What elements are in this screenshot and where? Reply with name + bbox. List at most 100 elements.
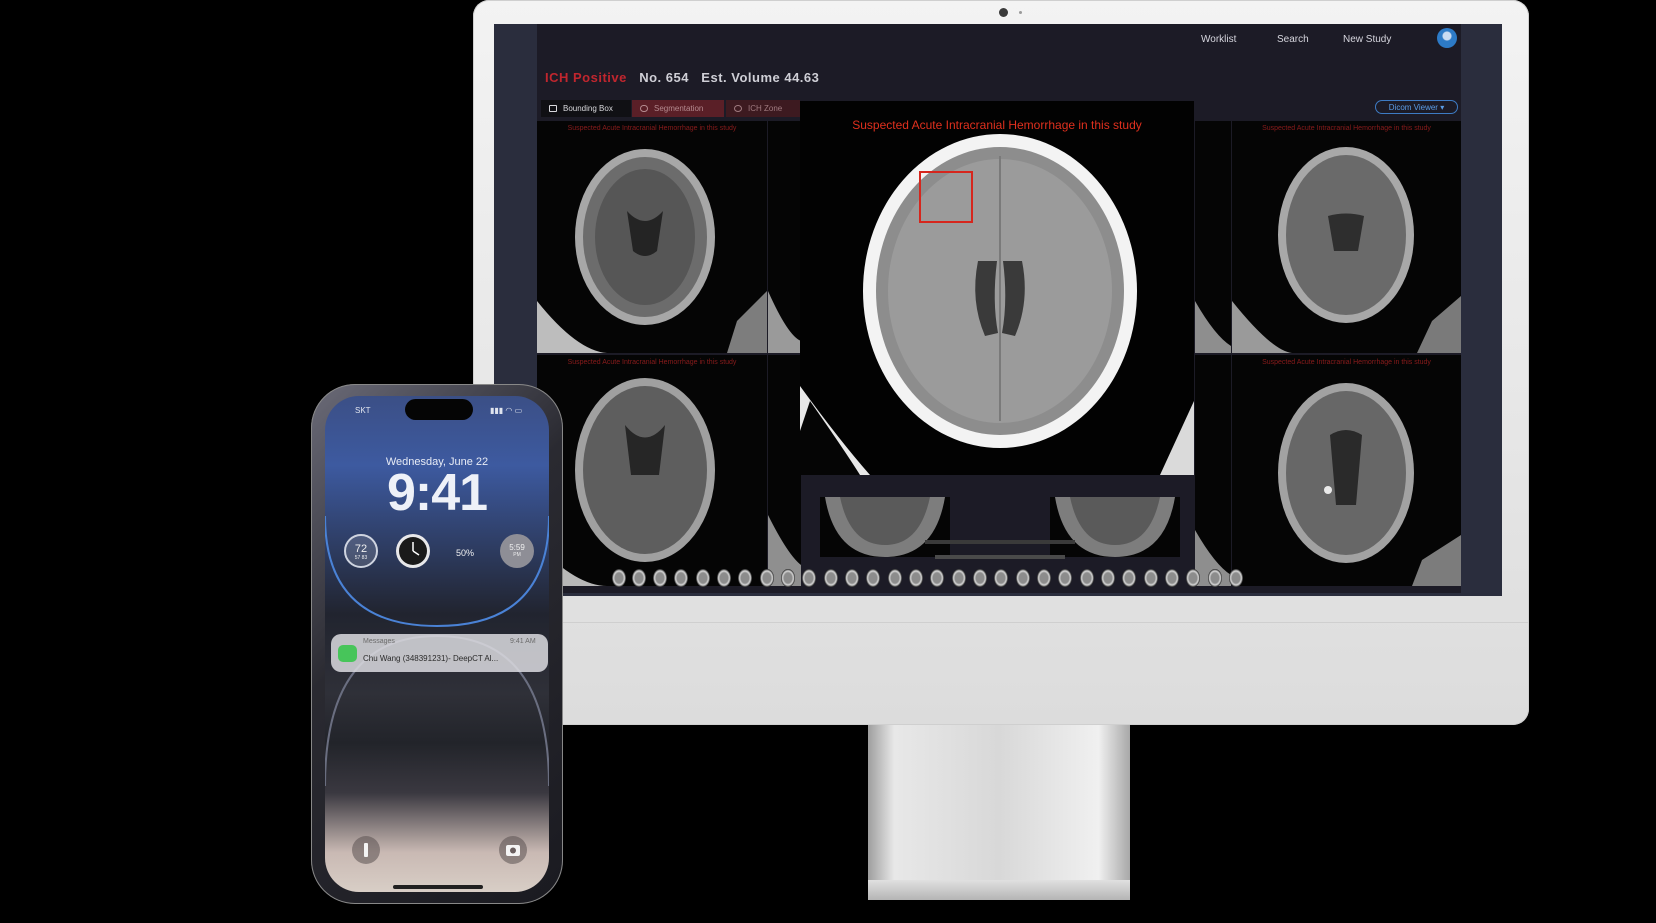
thumbnail[interactable] [866,569,880,587]
ct-slice-image [1195,530,1231,586]
thumbnail-strip[interactable] [612,569,1262,591]
viewer-toolbar[interactable] [935,555,1065,559]
study-heading: ICH Positive No. 654 Est. Volume 44.63 [545,70,819,85]
camera-icon [999,8,1008,17]
thumbnail[interactable] [612,569,626,587]
thumbnail[interactable] [674,569,688,587]
camera-button[interactable] [499,836,527,864]
ct-panel-7[interactable] [768,355,801,586]
ct-slice-image [1278,383,1461,586]
thumbnail[interactable] [1165,569,1179,587]
ct-panel-9[interactable] [1195,355,1231,586]
thumbnail[interactable] [1080,569,1094,587]
ct-slice-image [1055,497,1175,557]
ct-slice-image [768,515,801,586]
ct-panel-6[interactable]: Suspected Acute Intracranial Hemorrhage … [537,355,767,586]
tab-label: Bounding Box [563,104,613,113]
thumbnail[interactable] [930,569,944,587]
temperature-range: 57 83 [354,555,368,561]
ct-panel-10[interactable]: Suspected Acute Intracranial Hemorrhage … [1232,355,1461,586]
ct-slice-image [768,291,801,353]
panel-label: Suspected Acute Intracranial Hemorrhage … [567,125,737,132]
thumbnail[interactable] [1037,569,1051,587]
flashlight-button[interactable] [352,836,380,864]
lock-time: 9:41 [386,464,488,522]
tab-label: Segmentation [654,104,704,113]
ct-slice-image [1195,301,1231,353]
box-icon [549,105,557,112]
messages-app-icon [338,645,357,662]
monitor-foot [868,880,1130,900]
ct-panel-8b[interactable] [1050,497,1180,557]
panel-label: Suspected Acute Intracranial Hemorrhage … [1262,125,1431,132]
nav-new-study[interactable]: New Study [1343,34,1392,45]
clock-widget-icon[interactable] [396,534,430,568]
thumbnail[interactable] [1016,569,1030,587]
thumbnail[interactable] [1229,569,1243,587]
battery-value: 50% [455,548,474,558]
lock-date: Wednesday, June 22 [385,456,489,468]
home-indicator[interactable] [393,885,483,889]
notification-app-name: Messages [363,638,395,645]
tab-segmentation[interactable]: Segmentation [632,100,724,117]
nav-search[interactable]: Search [1277,34,1309,45]
thumbnail[interactable] [1058,569,1072,587]
thumbnail[interactable] [1186,569,1200,587]
tab-bounding-box[interactable]: Bounding Box [541,100,631,117]
sunset-widget[interactable]: 5:59 PM [500,534,534,568]
thumbnail[interactable] [781,569,795,587]
tab-ich-zone[interactable]: ICH Zone [726,100,800,117]
tab-label: ICH Zone [748,104,783,113]
thumbnail[interactable] [696,569,710,587]
thumbnail[interactable] [845,569,859,587]
segmentation-icon [640,105,648,112]
enlarged-slice-popup[interactable]: Suspected Acute Intracranial Hemorrhage … [800,101,1194,475]
thumbnail[interactable] [952,569,966,587]
monitor-stand [868,725,1130,897]
message-notification[interactable] [331,634,548,672]
ct-panel-8a[interactable] [820,497,950,557]
thumbnail[interactable] [1122,569,1136,587]
thumbnail[interactable] [738,569,752,587]
ct-panel-1[interactable]: Suspected Acute Intracranial Hemorrhage … [537,121,767,353]
ct-panel-4[interactable] [1195,121,1231,353]
thumbnail[interactable] [1208,569,1222,587]
dicom-viewer-button[interactable]: Dicom Viewer ▾ [1375,100,1458,114]
nav-worklist[interactable]: Worklist [1201,34,1237,45]
ct-panel-5[interactable]: Suspected Acute Intracranial Hemorrhage … [1232,121,1461,353]
thumbnail[interactable] [717,569,731,587]
thumbnail[interactable] [632,569,646,587]
thumbnail[interactable] [909,569,923,587]
thumbnail[interactable] [973,569,987,587]
ct-slice-image [825,497,945,557]
dynamic-island [405,399,473,420]
thumbnail[interactable] [760,569,774,587]
temperature-value: 72 [354,543,368,555]
ct-panel-2[interactable] [768,121,801,353]
estimated-volume: Est. Volume 44.63 [701,70,820,85]
ich-status: ICH Positive [545,70,627,85]
carrier-label: SKT [355,406,371,415]
thumbnail[interactable] [1144,569,1158,587]
notification-time: 9:41 AM [510,638,536,645]
temperature-widget[interactable]: 72 57 83 [344,534,378,568]
notification-message: Chu Wang (348391231)- DeepCT Al... [363,654,499,663]
clock-icon [399,537,427,565]
thumbnail[interactable] [994,569,1008,587]
panel-label: Suspected Acute Intracranial Hemorrhage … [1262,359,1431,366]
thumbnail[interactable] [824,569,838,587]
sunset-time: 5:59 [509,543,525,552]
zone-icon [734,105,742,112]
thumbnail[interactable] [1101,569,1115,587]
ct-slice-image [1232,147,1461,353]
dicom-viewer-label: Dicom Viewer [1388,103,1438,112]
thumbnail[interactable] [653,569,667,587]
thumbnail[interactable] [802,569,816,587]
hemorrhage-bounding-box [919,171,973,223]
ct-slice-image [537,378,715,586]
battery-widget[interactable]: 50% [448,534,482,568]
user-avatar-icon[interactable] [1437,28,1457,48]
ct-enlarged-image [800,134,1194,475]
study-number: No. 654 [639,70,689,85]
thumbnail[interactable] [888,569,902,587]
